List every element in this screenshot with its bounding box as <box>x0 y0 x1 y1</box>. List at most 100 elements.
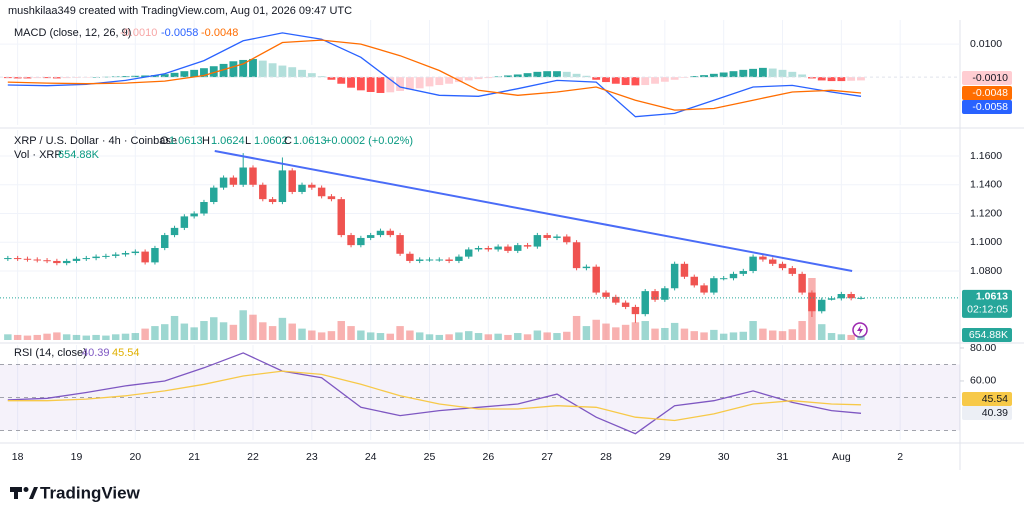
macd-histogram-bar <box>170 72 179 78</box>
candle-body <box>111 254 120 256</box>
volume-bar <box>857 335 865 340</box>
volume-bar <box>131 333 140 340</box>
volume-bar <box>425 334 434 340</box>
candle-body <box>268 199 277 203</box>
candle-body <box>778 263 787 269</box>
candle-body <box>857 297 865 299</box>
macd-histogram-bar <box>660 77 669 82</box>
volume-bar <box>406 330 414 340</box>
macd-histogram-bar <box>739 69 748 78</box>
legend-title: MACD (close, 12, 26, 9) <box>14 27 131 39</box>
macd-histogram-bar <box>533 71 542 78</box>
volume-bar <box>690 331 698 340</box>
candle-body <box>484 248 493 250</box>
candle-body <box>710 278 718 293</box>
trendline <box>214 150 853 272</box>
candle-body <box>523 245 532 247</box>
rsi-line <box>7 370 862 422</box>
volume-bar <box>180 323 189 340</box>
volume-bar <box>533 330 542 340</box>
macd-histogram-bar <box>386 77 395 93</box>
macd-histogram-bar <box>543 71 552 78</box>
macd-line <box>7 39 862 111</box>
ohlc-value: 1.0602 <box>254 135 288 147</box>
macd-histogram-bar <box>827 77 836 82</box>
macd-histogram-bar <box>268 63 277 78</box>
volume-bar <box>445 334 453 340</box>
macd-histogram-bar <box>356 77 365 91</box>
volume-bar <box>621 324 630 340</box>
volume-bar <box>455 332 463 340</box>
candle-body <box>327 196 336 200</box>
volume-title: Vol · XRP <box>14 149 62 161</box>
candle-body <box>837 294 846 299</box>
macd-histogram-bar <box>523 73 532 78</box>
x-tick-label: 31 <box>777 451 789 463</box>
candle-body <box>308 184 316 188</box>
volume-bar <box>739 331 748 340</box>
volume-bar <box>661 327 669 340</box>
macd-histogram-bar <box>700 75 708 78</box>
candle-body <box>376 230 385 236</box>
candle-body <box>62 260 71 264</box>
macd-histogram-bar <box>670 77 679 80</box>
x-tick-label: 22 <box>247 451 259 463</box>
candle-body <box>788 268 797 274</box>
x-tick-label: 24 <box>365 451 377 463</box>
volume-bar <box>729 332 738 340</box>
y-tick-label: 1.1600 <box>970 150 1002 162</box>
candle-body <box>92 256 100 259</box>
volume-bar <box>612 327 620 340</box>
y-tick-label: 1.1000 <box>970 236 1002 248</box>
volume-bar <box>435 334 444 340</box>
macd-histogram-bar <box>219 63 228 78</box>
macd-histogram-bar <box>729 71 738 78</box>
volume-bar <box>474 333 483 340</box>
volume-bar <box>13 334 22 340</box>
x-tick-label: 27 <box>541 451 553 463</box>
macd-histogram-bar <box>562 71 571 78</box>
volume-bar <box>827 333 836 340</box>
volume-bar <box>288 323 296 340</box>
rsi-line <box>7 352 862 435</box>
macd-histogram-bar <box>209 66 218 78</box>
volume-bar <box>229 324 238 340</box>
macd-histogram-bar <box>405 77 414 90</box>
candle-body <box>366 235 375 238</box>
candle-body <box>278 170 287 203</box>
volume-bar <box>82 335 91 340</box>
macd-histogram-bar <box>151 75 159 78</box>
macd-badge-bg <box>962 100 1012 114</box>
candle-body <box>602 292 610 297</box>
candle-body <box>13 258 22 260</box>
volume-bar <box>778 331 787 340</box>
macd-histogram-bar <box>602 77 610 83</box>
ohlc-value: 1.0613 <box>169 135 203 147</box>
macd-histogram-bar <box>249 58 257 78</box>
volume-bar <box>23 335 32 340</box>
macd-histogram-bar <box>435 77 444 86</box>
macd-histogram-bar <box>641 77 650 86</box>
macd-histogram-bar <box>454 77 463 83</box>
volume-bar <box>631 322 640 340</box>
candle-body <box>749 256 757 272</box>
macd-histogram-bar <box>445 77 454 84</box>
candle-body <box>729 273 738 279</box>
candle-body <box>131 251 140 254</box>
macd-hist-badge: -0.0010 <box>972 72 1008 84</box>
macd-histogram-bar <box>376 77 385 93</box>
candle-body <box>798 273 806 293</box>
volume-bar <box>523 334 532 340</box>
ohlc-value: 1.0624 <box>211 135 245 147</box>
volume-bar <box>239 310 247 340</box>
volume-bar <box>347 326 355 340</box>
legend-title: XRP / U.S. Dollar · 4h · Coinbase <box>14 135 177 147</box>
y-tick-label: 1.1400 <box>970 179 1002 191</box>
ohlc-letter: L <box>245 135 251 147</box>
signal-badge-bg <box>962 86 1012 100</box>
ohlc-value: 1.0613 <box>293 135 327 147</box>
candle-body <box>533 235 542 247</box>
ohlc-letter: H <box>202 135 210 147</box>
volume-bar <box>670 322 679 340</box>
volume-bar <box>837 334 846 340</box>
